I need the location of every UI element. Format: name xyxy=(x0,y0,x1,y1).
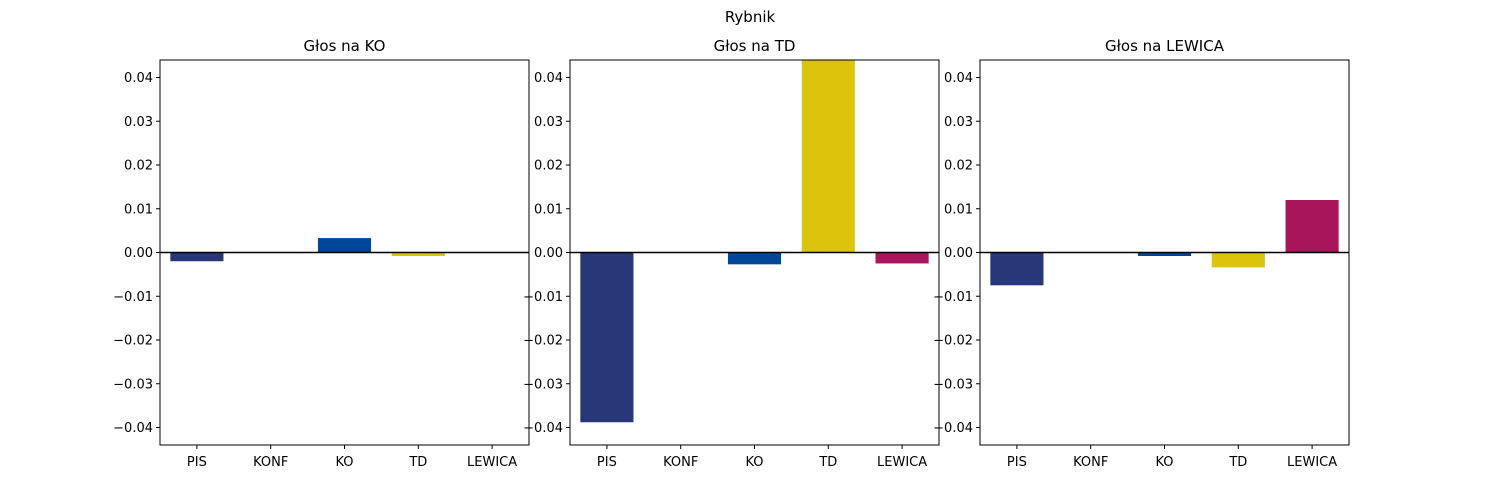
bar-ko xyxy=(317,238,372,253)
bar-ko xyxy=(727,252,782,265)
y-tick-label: −0.01 xyxy=(933,290,973,305)
x-tick-label: KONF xyxy=(663,455,698,470)
y-tick-label: 0.04 xyxy=(534,71,563,86)
y-tick-label: 0.02 xyxy=(944,159,973,174)
y-tick-label: −0.03 xyxy=(933,377,973,392)
y-tick-label: −0.04 xyxy=(523,421,563,436)
bar-pis xyxy=(170,252,224,262)
x-tick-label: PIS xyxy=(597,455,617,470)
bar-pis xyxy=(990,252,1044,286)
y-tick-label: −0.04 xyxy=(113,421,153,436)
bar-td xyxy=(801,60,855,253)
y-tick-label: 0.01 xyxy=(124,202,153,217)
y-tick-label: 0.02 xyxy=(534,159,563,174)
x-tick-label: KO xyxy=(745,455,763,470)
y-tick-label: −0.02 xyxy=(933,334,973,349)
y-tick-label: −0.03 xyxy=(523,377,563,392)
x-tick-label: TD xyxy=(408,455,427,470)
x-tick-label: KO xyxy=(335,455,353,470)
y-tick-label: 0.01 xyxy=(534,202,563,217)
subplot-1: Głos na KO 0.04 0.03 0.02 0.01 0.00 −0.01 −0.02… xyxy=(113,37,530,470)
x-tick-label: KONF xyxy=(1073,455,1108,470)
y-tick-label: −0.02 xyxy=(113,334,153,349)
x-tick-label: KO xyxy=(1155,455,1173,470)
y-tick-label: 0.04 xyxy=(944,71,973,86)
bar-td xyxy=(391,252,445,256)
bar-group xyxy=(170,238,445,262)
x-tick-label: TD xyxy=(1228,455,1247,470)
subplot-2: Głos na TD 0.04 0.03 0.02 0.01 0.00 −0.01 −0.02… xyxy=(523,37,940,470)
x-tick-label: TD xyxy=(818,455,837,470)
y-tick-label: 0.03 xyxy=(944,115,973,130)
subplot-title: Głos na KO xyxy=(304,37,386,55)
x-tick-label: LEWICA xyxy=(1287,455,1337,470)
x-tick-label: KONF xyxy=(253,455,288,470)
y-tick-label: −0.01 xyxy=(113,290,153,305)
y-tick-label: −0.02 xyxy=(523,334,563,349)
y-tick-label: 0.04 xyxy=(124,71,153,86)
y-tick-label: 0.03 xyxy=(124,115,153,130)
bar-lewica xyxy=(1285,200,1339,253)
subplot-title: Głos na LEWICA xyxy=(1105,37,1225,55)
y-tick-label: 0.00 xyxy=(534,246,563,261)
bar-pis xyxy=(580,252,634,423)
bar-group xyxy=(580,60,929,423)
bar-ko xyxy=(1137,252,1192,256)
subplot-grid: Głos na KO 0.04 0.03 0.02 0.01 0.00 −0.01 −0.02… xyxy=(113,37,1350,470)
y-tick-label: −0.01 xyxy=(523,290,563,305)
x-tick-label: PIS xyxy=(187,455,207,470)
y-tick-label: −0.04 xyxy=(933,421,973,436)
x-tick-label: LEWICA xyxy=(877,455,927,470)
y-tick-label: 0.00 xyxy=(124,246,153,261)
bar-lewica xyxy=(875,252,929,264)
bar-group xyxy=(990,200,1339,286)
x-tick-label: PIS xyxy=(1007,455,1027,470)
subplot-3: Głos na LEWICA 0.04 0.03 0.02 0.01 0.00 −0.01 −… xyxy=(933,37,1350,470)
figure-suptitle: Rybnik xyxy=(725,8,776,26)
y-tick-label: 0.01 xyxy=(944,202,973,217)
x-tick-label: LEWICA xyxy=(467,455,517,470)
bar-td xyxy=(1211,252,1265,268)
y-tick-label: −0.03 xyxy=(113,377,153,392)
y-tick-label: 0.02 xyxy=(124,159,153,174)
y-tick-label: 0.03 xyxy=(534,115,563,130)
subplot-title: Głos na TD xyxy=(714,37,796,55)
y-tick-label: 0.00 xyxy=(944,246,973,261)
